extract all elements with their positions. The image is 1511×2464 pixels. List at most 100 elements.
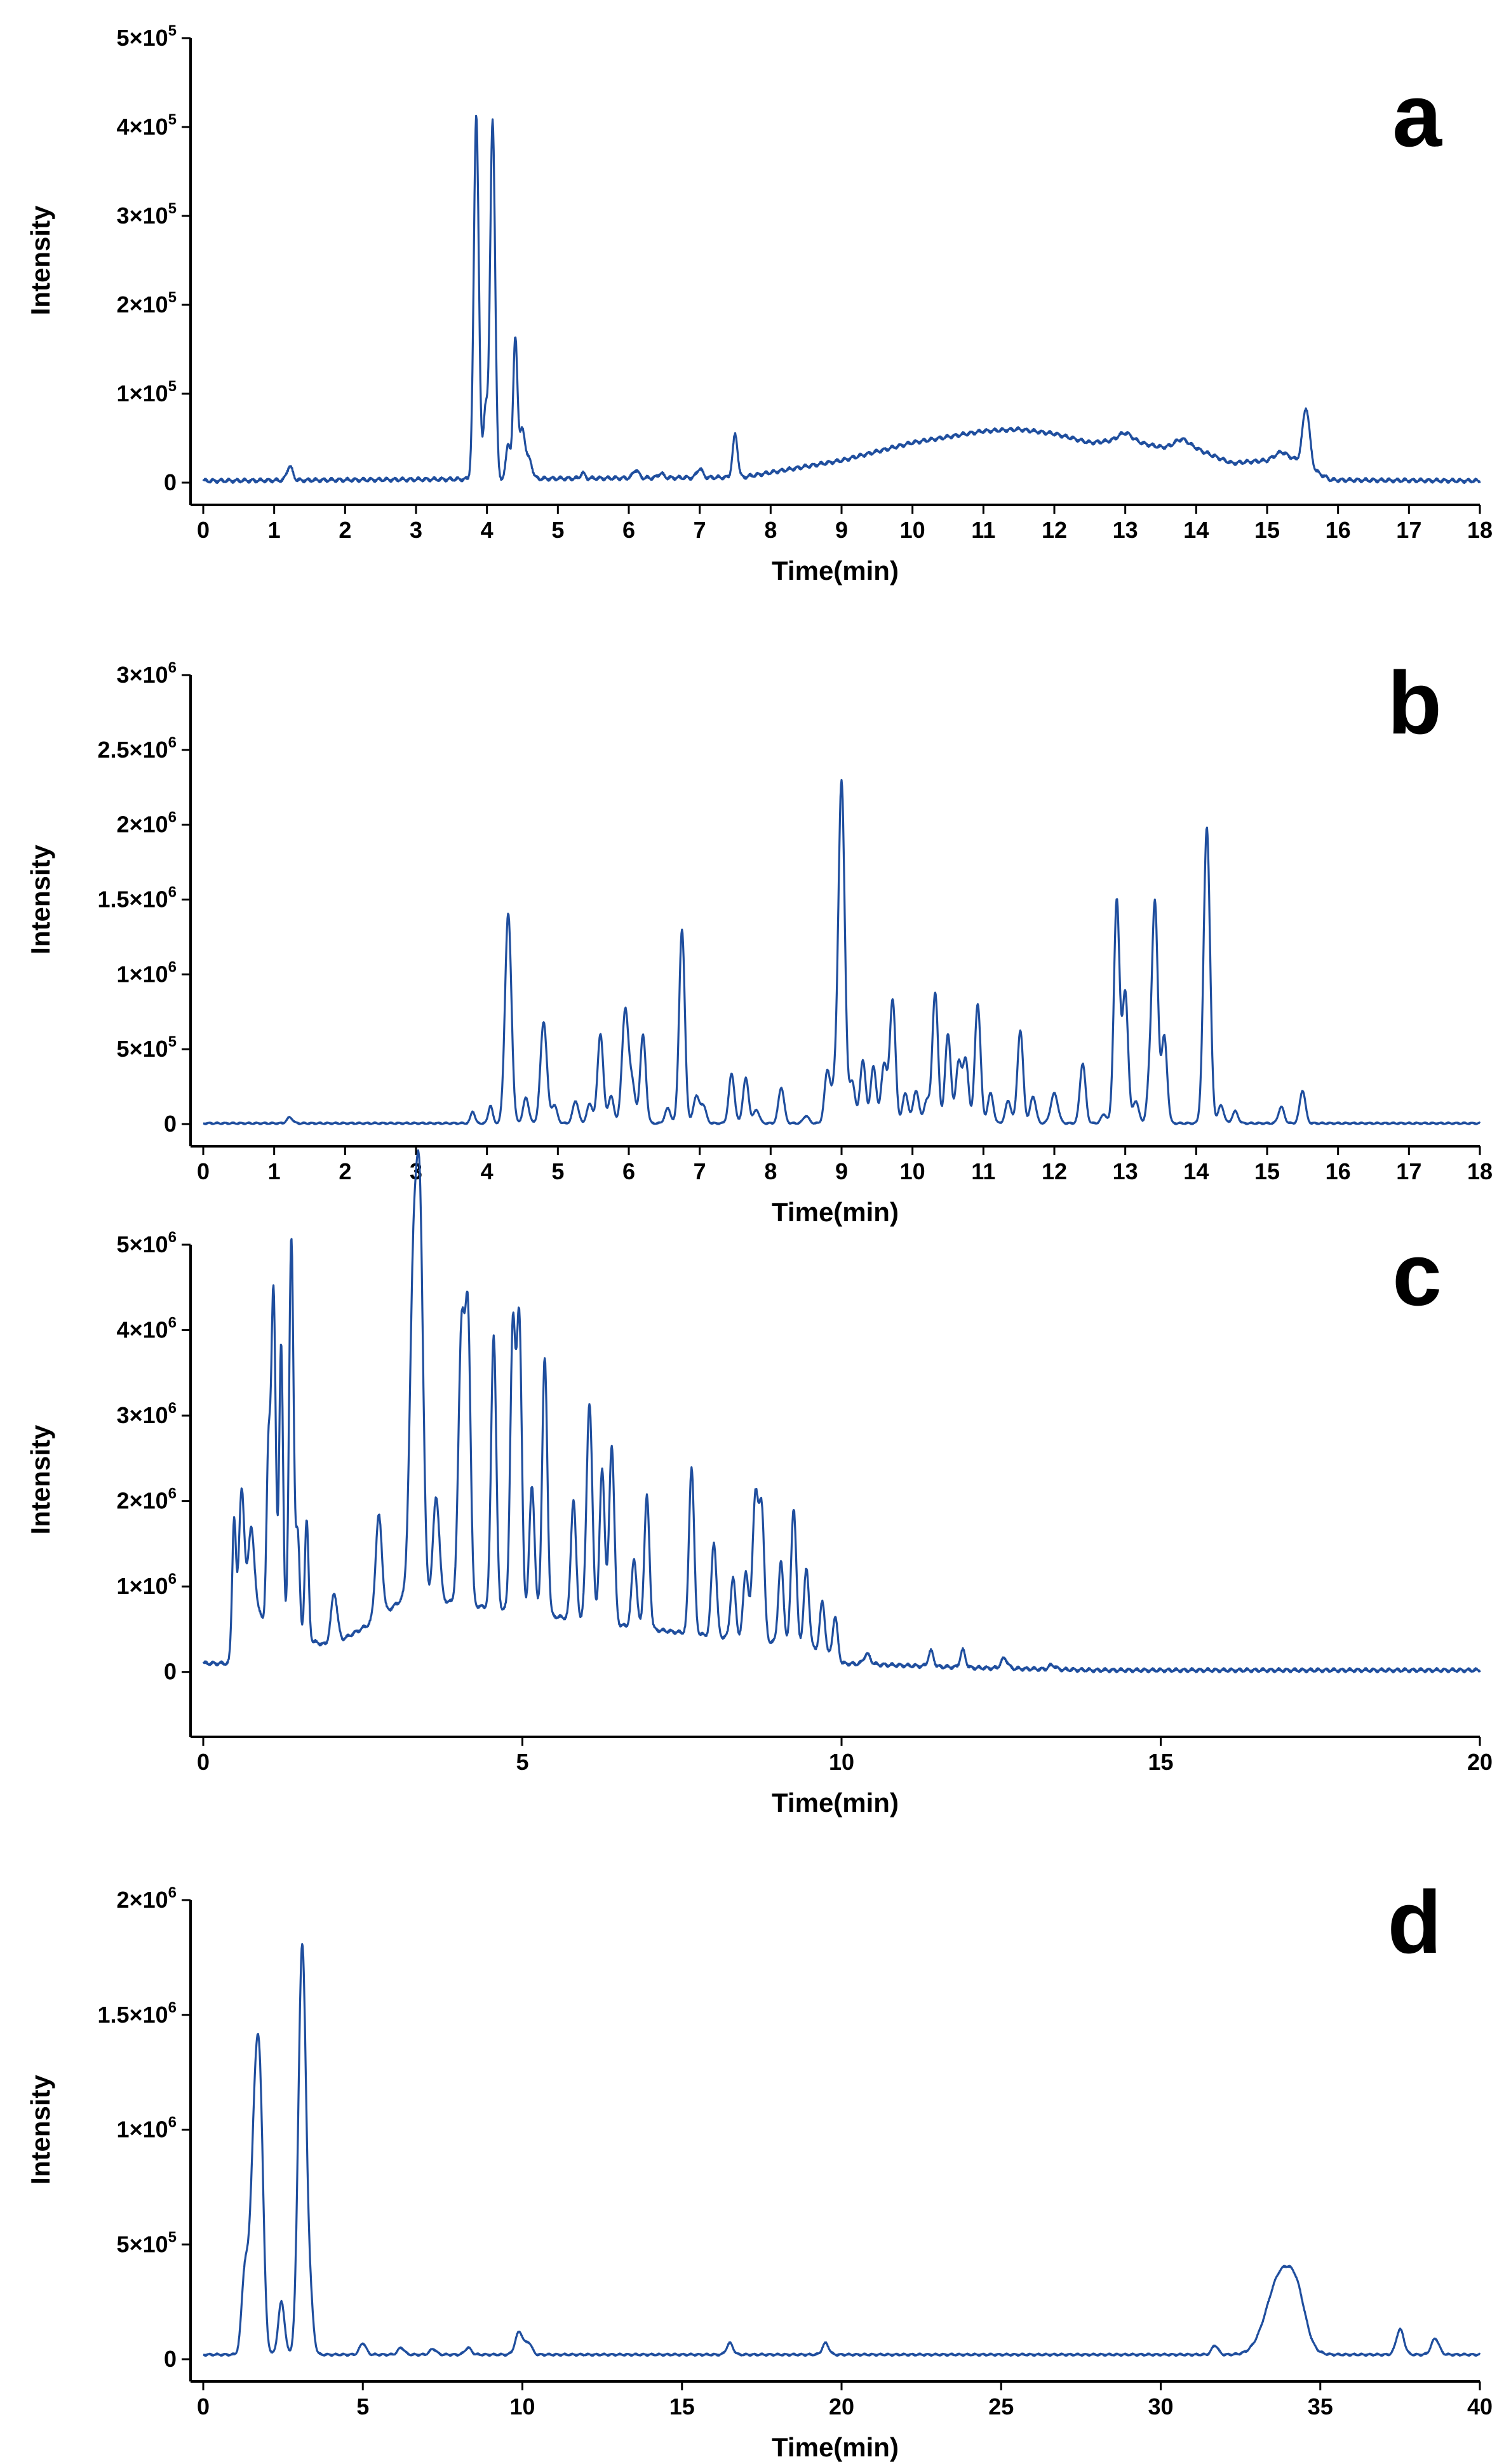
x-tick-label: 1 — [268, 1158, 281, 1184]
x-tick-label: 11 — [971, 517, 995, 543]
x-tick-label: 9 — [835, 1158, 848, 1184]
y-tick-label: 1×106 — [117, 2114, 177, 2143]
y-tick-mantissa: 0 — [164, 2346, 177, 2372]
x-axis-label: Time(min) — [772, 556, 899, 586]
x-tick-label: 10 — [900, 517, 925, 543]
y-tick-exponent: 6 — [168, 734, 177, 751]
y-tick-label: 1.5×106 — [98, 1999, 177, 2028]
y-tick-mantissa: 1×10 — [117, 961, 168, 987]
x-tick-label: 7 — [694, 1158, 706, 1184]
y-tick-exponent: 6 — [168, 659, 177, 676]
y-tick-exponent: 5 — [168, 378, 177, 395]
panel-label-b: b — [1387, 653, 1442, 753]
x-tick-label: 17 — [1396, 1158, 1421, 1184]
panel-label-a: a — [1392, 65, 1442, 165]
x-tick-label: 4 — [481, 517, 494, 543]
y-tick-label: 0 — [164, 1111, 177, 1137]
x-tick-label: 6 — [622, 1158, 635, 1184]
y-tick-label: 3×106 — [117, 1400, 177, 1428]
x-tick-label: 20 — [1467, 1749, 1493, 1775]
y-tick-exponent: 6 — [168, 1570, 177, 1588]
y-tick-label: 2×105 — [117, 289, 177, 318]
y-tick-label: 2×106 — [117, 809, 177, 838]
x-tick-label: 6 — [622, 517, 635, 543]
y-tick-label: 1.5×106 — [98, 884, 177, 913]
y-tick-label: 2×106 — [117, 1485, 177, 1514]
x-tick-label: 11 — [971, 1158, 995, 1184]
y-tick-mantissa: 5×10 — [117, 1036, 168, 1062]
y-tick-mantissa: 2.5×10 — [98, 737, 168, 763]
y-tick-exponent: 5 — [168, 2228, 177, 2246]
chromatogram-trace-a — [202, 114, 1481, 485]
x-tick-label: 0 — [197, 1749, 210, 1775]
y-axis-label: Intensity — [25, 1424, 55, 1534]
y-tick-label: 4×105 — [117, 111, 177, 140]
y-tick-exponent: 5 — [168, 200, 177, 217]
y-tick-mantissa: 2×10 — [117, 291, 168, 318]
x-tick-label: 7 — [694, 517, 706, 543]
y-tick-mantissa: 5×10 — [117, 1231, 168, 1257]
x-tick-label: 10 — [509, 2394, 535, 2420]
x-tick-label: 15 — [669, 2394, 695, 2420]
x-tick-label: 18 — [1467, 1158, 1493, 1184]
y-tick-mantissa: 1×10 — [117, 1573, 168, 1599]
x-tick-label: 5 — [551, 1158, 564, 1184]
y-tick-exponent: 6 — [168, 1999, 177, 2016]
y-tick-label: 0 — [164, 469, 177, 495]
x-axis-label: Time(min) — [772, 1197, 899, 1227]
x-tick-label: 35 — [1308, 2394, 1333, 2420]
x-tick-label: 8 — [764, 517, 777, 543]
x-tick-label: 16 — [1326, 517, 1351, 543]
y-tick-label: 5×105 — [117, 22, 177, 51]
x-axis-label: Time(min) — [772, 1788, 899, 1818]
y-tick-exponent: 6 — [168, 958, 177, 975]
y-tick-mantissa: 3×10 — [117, 1402, 168, 1428]
x-tick-label: 25 — [988, 2394, 1014, 2420]
x-tick-label: 8 — [764, 1158, 777, 1184]
y-tick-label: 1×106 — [117, 1570, 177, 1599]
y-tick-mantissa: 0 — [164, 1659, 177, 1685]
y-tick-exponent: 6 — [168, 1400, 177, 1417]
x-tick-label: 40 — [1467, 2394, 1493, 2420]
y-tick-label: 3×106 — [117, 659, 177, 688]
y-axis-label: Intensity — [25, 205, 55, 315]
x-axis-label: Time(min) — [772, 2432, 899, 2462]
y-tick-mantissa: 4×10 — [117, 1317, 168, 1343]
x-tick-label: 5 — [516, 1749, 528, 1775]
x-tick-label: 18 — [1467, 517, 1493, 543]
x-tick-label: 5 — [551, 517, 564, 543]
x-tick-label: 12 — [1042, 1158, 1067, 1184]
x-tick-label: 13 — [1113, 517, 1138, 543]
y-tick-exponent: 6 — [168, 884, 177, 901]
chromatogram-panel-b: bIntensity05×1051×1061.5×1062×1062.5×106… — [25, 653, 1493, 1227]
x-tick-label: 1 — [268, 517, 281, 543]
y-axis-label: Intensity — [25, 2075, 55, 2185]
y-tick-label: 5×105 — [117, 2228, 177, 2257]
y-tick-mantissa: 1.5×10 — [98, 2002, 168, 2028]
x-tick-label: 15 — [1148, 1749, 1173, 1775]
y-tick-exponent: 6 — [168, 1315, 177, 1332]
panel-label-d: d — [1387, 1872, 1442, 1972]
y-tick-mantissa: 1×10 — [117, 2117, 168, 2143]
y-tick-label: 1×105 — [117, 378, 177, 406]
y-axis-label: Intensity — [25, 845, 55, 954]
x-tick-label: 0 — [197, 1158, 210, 1184]
x-tick-label: 12 — [1042, 517, 1067, 543]
y-tick-exponent: 5 — [168, 111, 177, 128]
y-tick-exponent: 6 — [168, 2114, 177, 2131]
y-tick-label: 5×106 — [117, 1229, 177, 1257]
y-tick-mantissa: 5×10 — [117, 2231, 168, 2257]
y-tick-exponent: 5 — [168, 22, 177, 39]
x-tick-label: 16 — [1326, 1158, 1351, 1184]
y-tick-mantissa: 0 — [164, 1111, 177, 1137]
x-tick-label: 30 — [1148, 2394, 1173, 2420]
x-tick-label: 14 — [1183, 1158, 1209, 1184]
x-tick-label: 0 — [197, 517, 210, 543]
x-tick-label: 0 — [197, 2394, 210, 2420]
y-tick-mantissa: 1.5×10 — [98, 887, 168, 913]
y-tick-label: 4×106 — [117, 1315, 177, 1343]
